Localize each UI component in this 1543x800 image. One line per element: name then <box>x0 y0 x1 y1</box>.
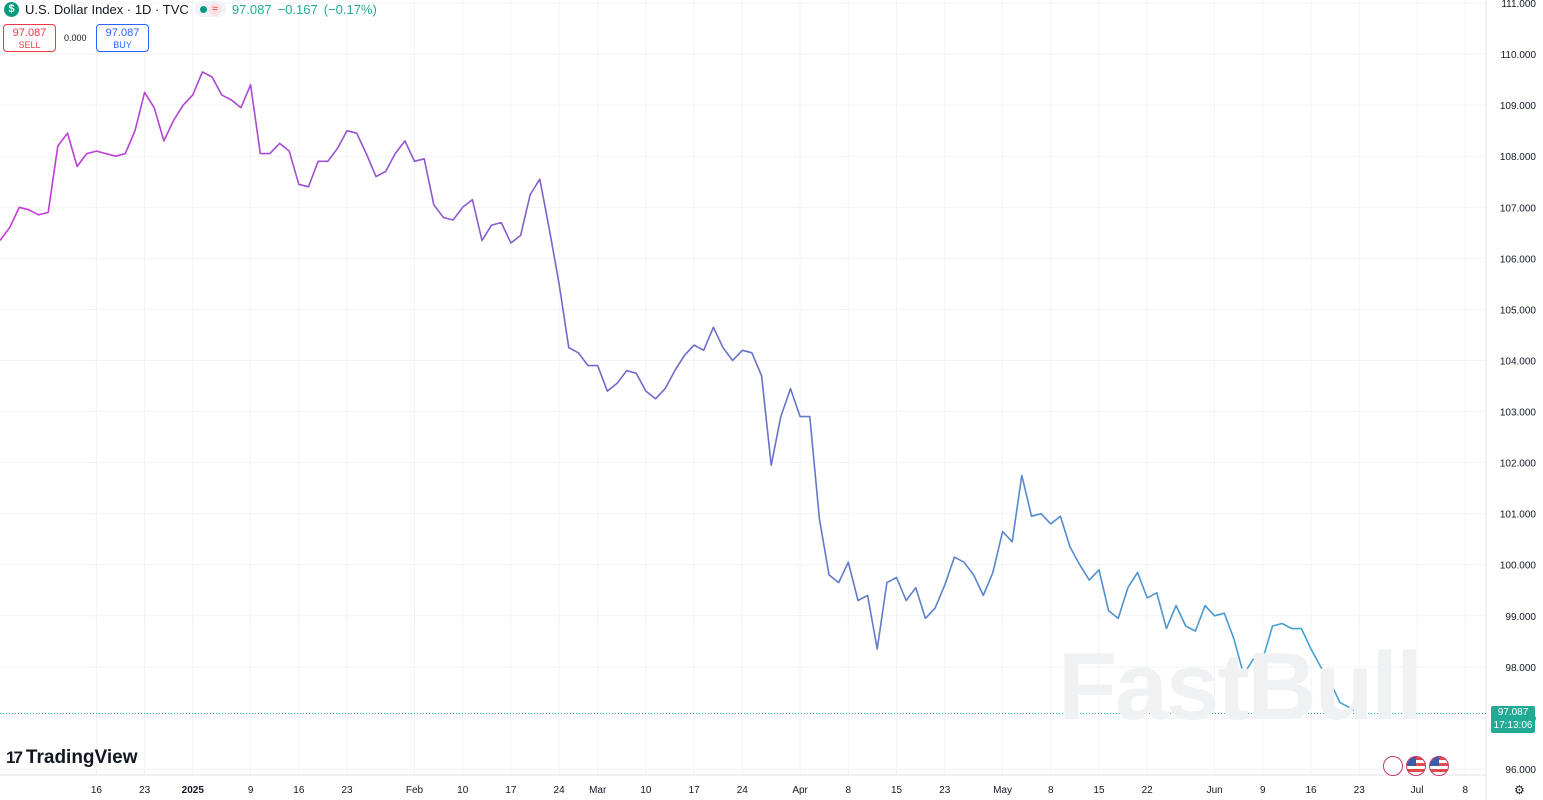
time-tick-label: 23 <box>1354 785 1366 796</box>
time-tick-label: 10 <box>640 785 652 796</box>
price-tick-label: 111.000 <box>1501 0 1536 10</box>
price-tick-label: 105.000 <box>1500 305 1537 316</box>
tradingview-logo-text: TradingView <box>25 747 138 768</box>
price-change: −0.167 <box>277 1 318 17</box>
last-price-tag: 97.087 17:13:06 <box>1491 706 1535 733</box>
us-flag-icon[interactable] <box>1406 756 1426 776</box>
time-tick-label: Feb <box>406 785 424 796</box>
fastbull-watermark: FastBull <box>1058 633 1423 740</box>
time-tick-label: 16 <box>293 785 305 796</box>
time-tick-label: 23 <box>139 785 151 796</box>
us-flag-icon[interactable] <box>1383 756 1403 776</box>
bar-countdown: 17:13:06 <box>1493 720 1533 731</box>
price-tick-label: 110.000 <box>1501 50 1537 61</box>
us-flag-icon[interactable] <box>1429 756 1449 776</box>
tradingview-logo-icon: 17 <box>6 748 23 767</box>
time-tick-label: 22 <box>1142 785 1154 796</box>
last-price-point <box>1356 710 1363 717</box>
time-tick-label: 2025 <box>182 785 205 796</box>
price-tick-label: 109.000 <box>1500 101 1537 112</box>
time-tick-label: 8 <box>1462 785 1468 796</box>
sell-label: SELL <box>18 40 41 50</box>
time-axis-labels: 16 23 2025 9 16 23 Feb 10 17 24 Mar 10 17 24 Apr 8 15 23 M… <box>91 785 1469 796</box>
time-tick-label: May <box>993 785 1012 796</box>
time-tick-label: 9 <box>248 785 254 796</box>
symbol-title[interactable]: U.S. Dollar Index · 1D · TVC <box>25 1 189 17</box>
time-tick-label: 8 <box>1048 785 1054 796</box>
buy-price: 97.087 <box>105 27 140 39</box>
price-series-line <box>0 71 1360 714</box>
time-tick-label: Jul <box>1411 785 1424 796</box>
time-tick-label: 16 <box>91 785 103 796</box>
time-tick-label: 24 <box>554 785 566 796</box>
symbol-header: $ U.S. Dollar Index · 1D · TVC ≈ 97.087 … <box>4 1 377 17</box>
price-tick-label: 108.000 <box>1500 152 1537 163</box>
time-tick-label: 9 <box>1260 785 1266 796</box>
market-status[interactable]: ≈ <box>194 1 226 17</box>
price-tick-label: 104.000 <box>1500 356 1537 367</box>
sell-price: 97.087 <box>12 27 47 39</box>
time-tick-label: 17 <box>505 785 517 796</box>
market-open-icon <box>199 5 207 13</box>
dollar-icon: $ <box>4 1 19 17</box>
settings-gear-icon[interactable]: ⚙ <box>1514 783 1525 797</box>
time-tick-label: 15 <box>891 785 903 796</box>
time-tick-label: 10 <box>457 785 469 796</box>
sell-button[interactable]: 97.087 SELL <box>3 24 56 52</box>
time-tick-label: Mar <box>589 785 607 796</box>
price-tick-label: 100.000 <box>1500 561 1537 572</box>
price-axis-labels: 96.00097.00098.00099.000100.000101.00010… <box>1500 0 1537 776</box>
price-tick-label: 106.000 <box>1500 254 1537 265</box>
time-tick-label: 23 <box>341 785 353 796</box>
spread-value: 0.000 <box>64 33 87 43</box>
time-tick-label: 24 <box>737 785 749 796</box>
price-tick-label: 103.000 <box>1500 408 1537 419</box>
chart-grid <box>0 0 1486 775</box>
time-tick-label: 16 <box>1305 785 1317 796</box>
price-tick-label: 102.000 <box>1500 459 1537 470</box>
price-tick-label: 96.000 <box>1505 765 1536 776</box>
last-price-tag-value: 97.087 <box>1497 707 1529 718</box>
price-tick-label: 107.000 <box>1500 203 1537 214</box>
last-price: 97.087 <box>231 1 272 17</box>
time-tick-label: 15 <box>1093 785 1105 796</box>
time-tick-label: 8 <box>846 785 852 796</box>
time-tick-label: Jun <box>1207 785 1223 796</box>
time-tick-label: 23 <box>939 785 951 796</box>
tradingview-logo[interactable]: 17 TradingView <box>6 747 138 769</box>
time-tick-label: 17 <box>689 785 701 796</box>
price-tick-label: 99.000 <box>1505 612 1536 623</box>
time-tick-label: Apr <box>792 785 808 796</box>
price-change-pct: (−0.17%) <box>323 1 377 17</box>
buy-label: BUY <box>113 40 132 50</box>
buy-button[interactable]: 97.087 BUY <box>96 24 149 52</box>
price-tick-label: 101.000 <box>1500 510 1537 521</box>
economic-events <box>1383 756 1449 776</box>
price-tick-label: 98.000 <box>1505 663 1536 674</box>
approx-icon: ≈ <box>208 2 221 16</box>
